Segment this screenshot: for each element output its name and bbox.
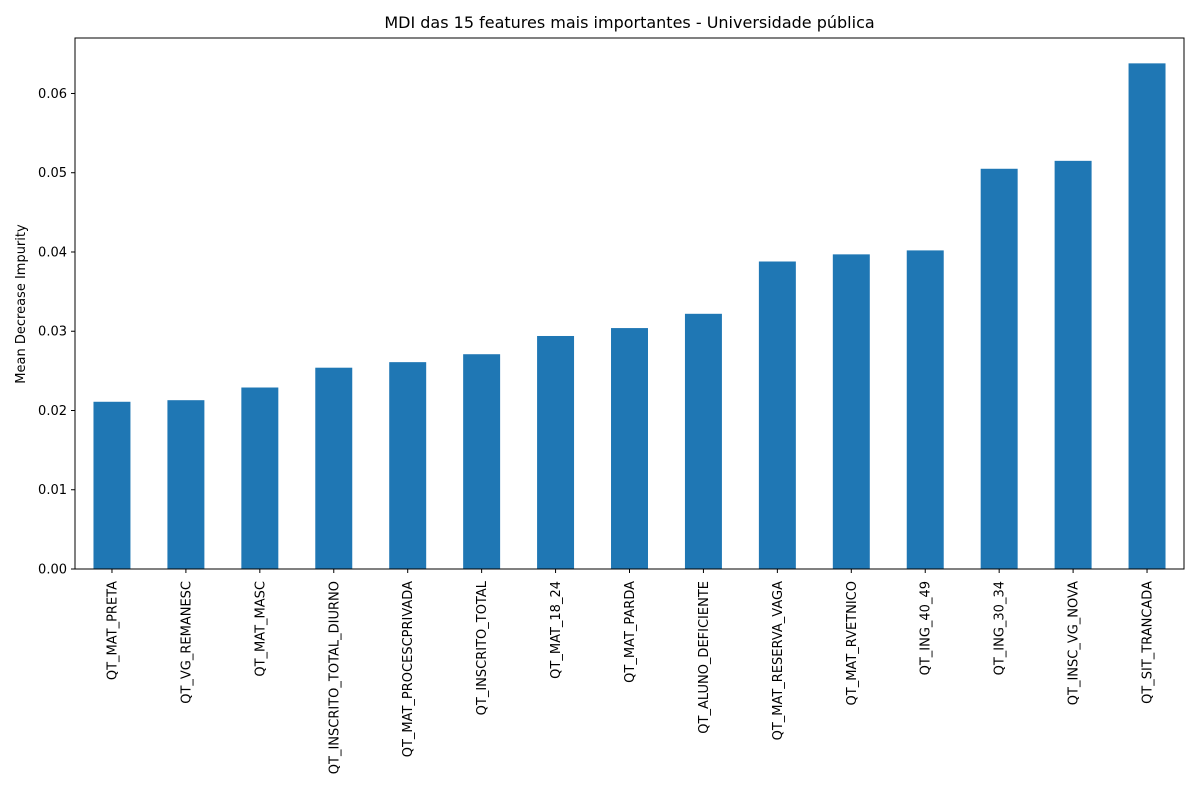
- x-tick-label: QT_INSC_VG_NOVA: [1067, 581, 1082, 705]
- bar-qt-ing-40-49: [906, 250, 944, 569]
- bar-qt-aluno-deficiente: [684, 313, 722, 569]
- bar-qt-insc-vg-nova: [1054, 160, 1092, 569]
- bar-qt-ing-30-34: [980, 168, 1018, 569]
- x-tick-label: QT_MAT_PARDA: [623, 581, 638, 683]
- x-tick-label: QT_ING_30_34: [993, 581, 1008, 675]
- bars-group: [93, 63, 1166, 570]
- x-tick-label: QT_MAT_RESERVA_VAGA: [771, 581, 786, 741]
- y-tick-label: 0.00: [38, 563, 67, 578]
- x-axis-ticks: QT_MAT_PRETA QT_VG_REMANESC QT_MAT_MASC QT_…: [105, 569, 1156, 774]
- y-tick-label: 0.05: [38, 166, 67, 181]
- x-tick-label: QT_ING_40_49: [919, 581, 934, 675]
- bar-qt-mat-masc: [241, 387, 279, 569]
- bar-qt-mat-reserva-vaga: [758, 261, 796, 569]
- x-tick-label: QT_MAT_PROCESCPRIVADA: [401, 581, 416, 757]
- y-axis-label: Mean Decrease Impurity: [14, 224, 29, 384]
- x-tick-label: QT_MAT_PRETA: [105, 581, 120, 680]
- x-tick-label: QT_VG_REMANESC: [179, 581, 194, 704]
- bar-qt-inscrito-total: [463, 354, 501, 569]
- x-tick-label: QT_ALUNO_DEFICIENTE: [697, 581, 712, 734]
- y-tick-label: 0.06: [38, 87, 67, 102]
- x-tick-label: QT_SIT_TRANCADA: [1141, 581, 1156, 704]
- bar-qt-sit-trancada: [1128, 63, 1166, 570]
- x-tick-label: QT_INSCRITO_TOTAL_DIURNO: [327, 581, 342, 774]
- bar-qt-mat-18-24: [537, 335, 575, 569]
- plot-area-frame: [74, 37, 1185, 570]
- y-tick-label: 0.01: [38, 483, 67, 498]
- y-tick-label: 0.03: [38, 325, 67, 340]
- y-tick-label: 0.02: [38, 404, 67, 419]
- bar-qt-vg-remanesc: [167, 400, 205, 569]
- chart-title: MDI das 15 features mais importantes - U…: [384, 13, 874, 32]
- y-tick-label: 0.04: [38, 245, 67, 260]
- x-tick-label: QT_MAT_MASC: [253, 581, 268, 677]
- bar-qt-inscrito-total-diurno: [315, 367, 353, 569]
- bar-qt-mat-rvetnico: [832, 254, 870, 570]
- bar-qt-mat-preta: [93, 401, 131, 569]
- bar-qt-mat-procescprivada: [389, 362, 427, 569]
- y-axis-ticks: 0.00 0.01 0.02 0.03 0.04 0.05 0.06: [38, 87, 75, 578]
- x-tick-label: QT_INSCRITO_TOTAL: [475, 580, 490, 715]
- x-tick-label: QT_MAT_18_24: [549, 581, 564, 679]
- x-tick-label: QT_MAT_RVETNICO: [845, 581, 860, 705]
- bar-qt-mat-parda: [611, 328, 648, 569]
